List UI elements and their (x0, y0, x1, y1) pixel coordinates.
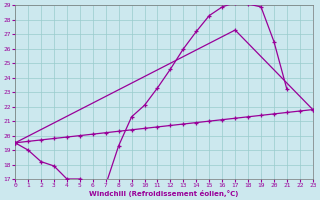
X-axis label: Windchill (Refroidissement éolien,°C): Windchill (Refroidissement éolien,°C) (89, 190, 239, 197)
